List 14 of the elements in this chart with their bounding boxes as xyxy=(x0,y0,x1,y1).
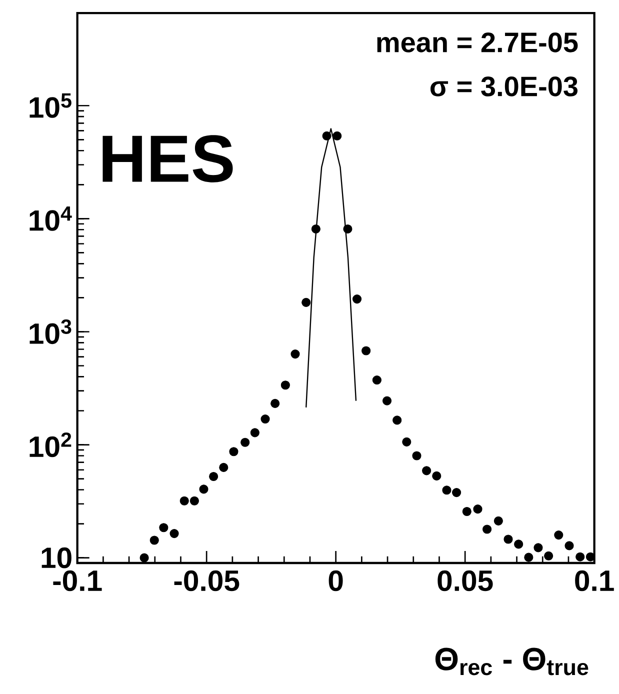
x-tick-label: 0 xyxy=(328,570,343,592)
y-tick-label: 10 xyxy=(42,547,72,568)
annotation: HES xyxy=(102,135,233,182)
x-tick-label: -0.1 xyxy=(53,570,102,592)
x-axis-title: Θ$_{rec}$ - Θ$_{true}$ xyxy=(435,648,588,676)
annotation: σ = 3.0E-03 xyxy=(430,76,578,96)
y-tick-label: 10$^{3}$ xyxy=(30,319,72,344)
x-tick-label: -0.05 xyxy=(174,570,240,592)
y-tick-label: 10$^{4}$ xyxy=(30,206,72,231)
x-tick-label: 0.1 xyxy=(575,570,614,592)
annotation: mean = 2.7E-05 xyxy=(377,32,578,52)
x-tick-label: 0.05 xyxy=(438,570,493,592)
y-tick-label: 10$^{2}$ xyxy=(30,432,72,458)
y-tick-label: 10$^{5}$ xyxy=(30,93,72,118)
